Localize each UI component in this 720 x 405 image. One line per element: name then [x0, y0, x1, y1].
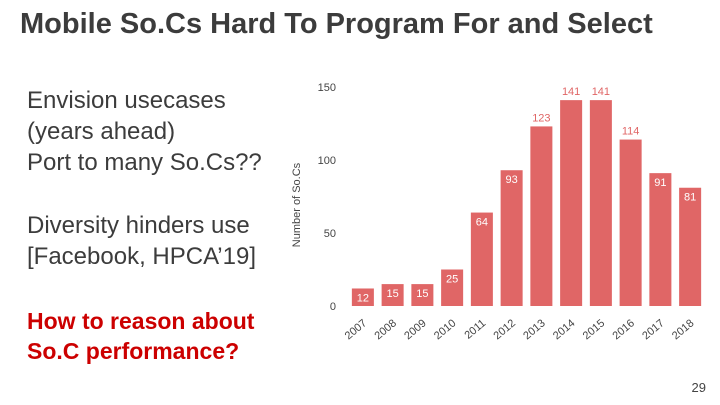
question-text: How to reason about So.C performance?	[27, 306, 254, 366]
bar-2007	[351, 288, 374, 306]
bullet-diversity-hinders: Diversity hinders use [Facebook, HPCA’19…	[27, 210, 256, 272]
bar-2016	[619, 139, 642, 306]
bar-value-label: 12	[357, 292, 369, 304]
x-tick-label: 2018	[670, 317, 696, 342]
y-tick-label: 50	[324, 228, 336, 240]
bar-2012	[500, 170, 523, 306]
bar-2017	[649, 173, 672, 306]
bar-value-label: 91	[654, 177, 666, 189]
bar-value-label: 81	[684, 192, 696, 204]
bar-2008	[381, 284, 404, 306]
slide-title: Mobile So.Cs Hard To Program For and Sel…	[20, 8, 653, 40]
x-tick-label: 2009	[402, 317, 428, 342]
bullet-2-line-2: [Facebook, HPCA’19]	[27, 243, 256, 270]
x-tick-label: 2014	[551, 317, 577, 342]
bar-value-label: 141	[592, 86, 610, 98]
bar-2015	[589, 100, 612, 306]
bar-2014	[560, 100, 583, 306]
bar-2018	[679, 187, 702, 306]
bar-value-label: 123	[532, 112, 550, 124]
bar-value-label: 93	[506, 174, 518, 186]
bar-labels: 12 15 15 25 64 93 123 141 141 114 91 81	[357, 86, 697, 304]
x-tick-label: 2011	[462, 317, 488, 341]
bar-value-label: 15	[416, 288, 428, 300]
y-tick-label: 100	[318, 155, 336, 167]
x-tick-label: 2008	[373, 317, 399, 342]
x-tick-label: 2017	[640, 317, 666, 342]
bars	[351, 100, 702, 306]
bar-2009	[411, 284, 434, 306]
bar-2011	[470, 212, 493, 306]
x-ticks: 2007 2008 2009 2010 2011 2012 2013 2014 2015 2016…	[343, 317, 697, 342]
x-tick-label: 2012	[492, 317, 518, 342]
page-number: 29	[691, 380, 706, 395]
y-tick-label: 0	[330, 301, 336, 313]
bar-2010	[441, 269, 464, 306]
y-tick-label: 150	[318, 82, 336, 94]
bar-value-label: 15	[387, 288, 399, 300]
bullet-1-line-1: Envision usecases	[27, 87, 226, 114]
bar-value-label: 64	[476, 217, 488, 229]
bullet-1-line-2: (years ahead)	[27, 118, 176, 145]
bar-2013	[530, 126, 553, 306]
bullet-1-line-3: Port to many So.Cs??	[27, 149, 262, 176]
y-ticks: 0 50 100 150	[318, 82, 336, 313]
bar-value-label: 25	[446, 274, 458, 286]
x-tick-label: 2007	[343, 317, 369, 342]
question-line-2: So.C performance?	[27, 338, 240, 364]
bullet-2-line-1: Diversity hinders use	[27, 212, 250, 239]
question-line-1: How to reason about	[27, 308, 255, 334]
x-tick-label: 2010	[432, 317, 458, 342]
bar-value-label: 141	[562, 86, 580, 98]
y-axis-label: Number of So.Cs	[291, 162, 303, 247]
x-tick-label: 2013	[521, 317, 547, 342]
x-tick-label: 2015	[581, 317, 607, 342]
bar-value-label: 114	[622, 126, 640, 138]
x-tick-label: 2016	[611, 317, 637, 342]
bullet-envision-usecases: Envision usecases (years ahead) Port to …	[27, 85, 262, 178]
